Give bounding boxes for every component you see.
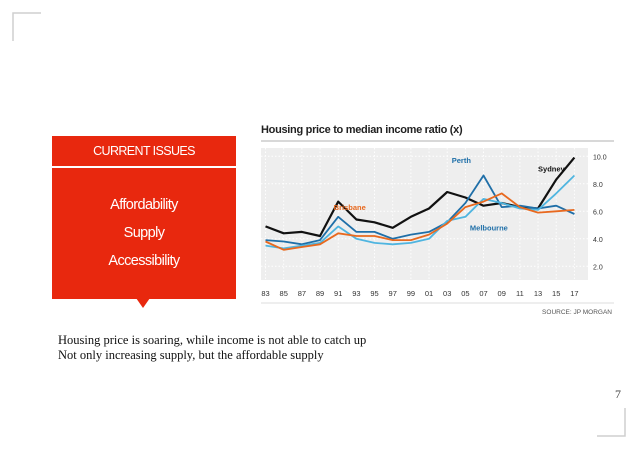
x-tick-label: 93: [352, 289, 360, 298]
y-tick-label: 8.0: [593, 182, 603, 189]
x-tick-label: 15: [552, 289, 560, 298]
x-tick-label: 13: [534, 289, 542, 298]
x-tick-label: 83: [261, 289, 269, 298]
corner-bracket-bottom-right: [597, 408, 626, 437]
caption-line-2: Not only increasing supply, but the affo…: [58, 348, 324, 362]
x-tick-label: 91: [334, 289, 342, 298]
x-tick-label: 07: [479, 289, 487, 298]
series-label-brisbane: Brisbane: [334, 203, 366, 212]
issues-panel: Affordability Supply Accessibility: [52, 168, 236, 299]
series-label-melbourne: Melbourne: [470, 224, 508, 233]
chart-title: Housing price to median income ratio (x): [261, 124, 463, 136]
chart-source: SOURCE: JP MORGAN: [542, 309, 612, 316]
issue-item-supply: Supply: [123, 225, 165, 241]
y-tick-label: 10.0: [593, 154, 607, 161]
x-tick-label: 87: [298, 289, 306, 298]
series-line-brisbane: [265, 192, 575, 251]
x-tick-label: 05: [461, 289, 469, 298]
corner-bracket-top-left: [12, 12, 41, 41]
x-tick-label: 11: [516, 289, 524, 298]
x-tick-label: 97: [389, 289, 397, 298]
x-tick-label: 01: [425, 289, 433, 298]
section-header-text: CURRENT ISSUES: [93, 144, 195, 158]
series-line-perth: [265, 174, 575, 246]
x-tick-label: 85: [280, 289, 288, 298]
y-tick-label: 2.0: [593, 264, 603, 271]
page-number: 7: [615, 387, 621, 401]
x-tick-label: 03: [443, 289, 451, 298]
caption-line-1: Housing price is soaring, while income i…: [58, 333, 367, 347]
x-tick-label: 95: [370, 289, 378, 298]
line-chart: 2.0 4.0 6.0 8.0 10.0 83 85 87 89 91 93 95 97 99 01 03 05…: [261, 140, 614, 316]
series-label-sydney: Sydney: [538, 164, 566, 173]
x-tick-label: 17: [570, 289, 578, 298]
callout-pointer: [136, 298, 150, 308]
chart-container: Housing price to median income ratio (x)…: [252, 120, 614, 320]
x-tick-label: 89: [316, 289, 324, 298]
plot-area: [261, 148, 588, 280]
issue-item-affordability: Affordability: [110, 197, 178, 213]
x-tick-label: 99: [407, 289, 415, 298]
x-tick-label: 09: [498, 289, 506, 298]
section-header: CURRENT ISSUES: [52, 136, 236, 166]
series-label-perth: Perth: [452, 156, 472, 165]
y-tick-label: 6.0: [593, 209, 603, 216]
y-tick-label: 4.0: [593, 237, 603, 244]
issue-item-accessibility: Accessibility: [108, 253, 180, 269]
